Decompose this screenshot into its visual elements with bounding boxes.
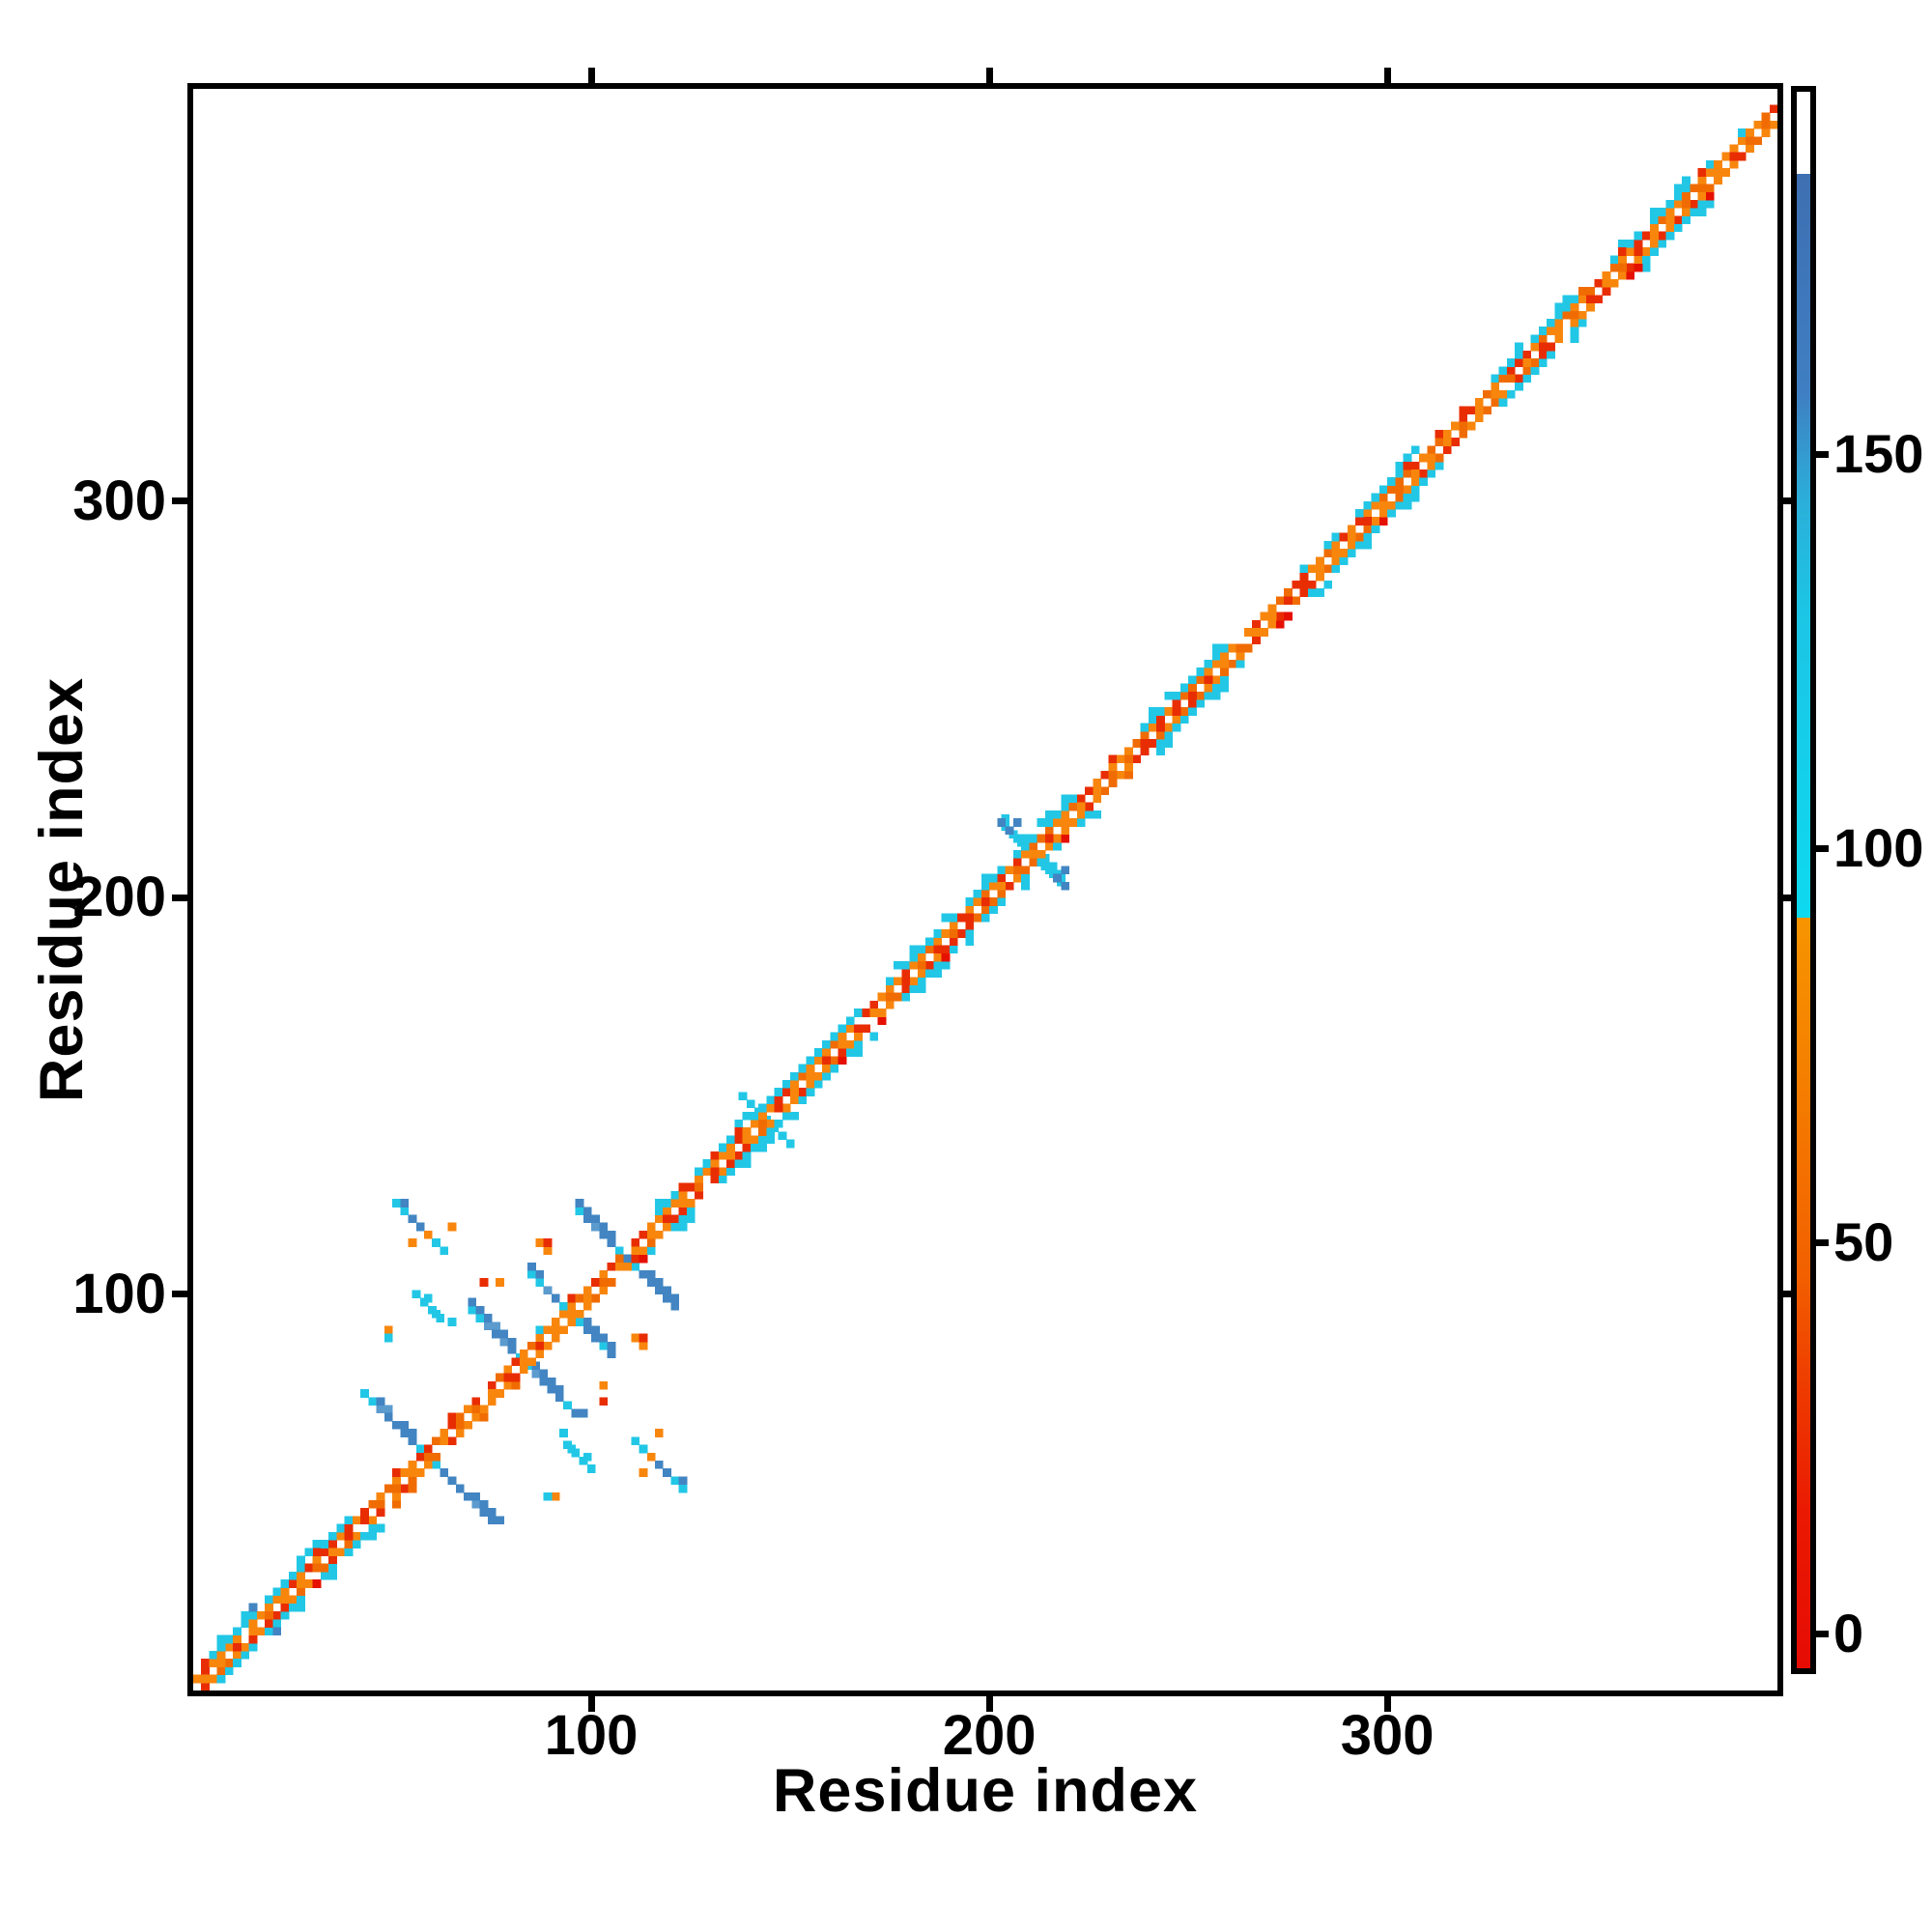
x-axis-tick-top — [587, 68, 595, 83]
y-tick-label: 200 — [72, 866, 166, 929]
x-tick-label: 300 — [1340, 1704, 1435, 1767]
y-axis-tick-right — [1783, 497, 1797, 505]
plot-area — [187, 83, 1783, 1696]
x-axis-title: Residue index — [772, 1757, 1199, 1825]
x-tick-label: 200 — [942, 1704, 1037, 1767]
x-axis-tick-bottom — [985, 1696, 993, 1712]
x-axis-tick-top — [985, 68, 993, 83]
y-axis-tick-right — [1783, 1291, 1797, 1298]
y-axis-title: Residue index — [28, 676, 96, 1103]
colorbar-gradient — [1797, 92, 1810, 1668]
colorbar-tick-label: 0 — [1833, 1603, 1864, 1664]
x-axis-tick-bottom — [587, 1696, 595, 1712]
colorbar — [1791, 86, 1816, 1674]
y-axis-tick-left — [172, 1291, 187, 1298]
colorbar-tick — [1816, 1630, 1829, 1637]
colorbar-tick — [1816, 1238, 1829, 1246]
y-axis-tick-right — [1783, 894, 1797, 901]
colorbar-tick — [1816, 844, 1829, 852]
x-tick-label: 100 — [544, 1704, 639, 1767]
y-tick-label: 300 — [72, 469, 166, 532]
x-axis-tick-top — [1383, 68, 1391, 83]
colorbar-tick-label: 100 — [1833, 817, 1924, 879]
y-axis-tick-left — [172, 497, 187, 505]
colorbar-tick-label: 50 — [1833, 1211, 1894, 1273]
y-tick-label: 100 — [72, 1262, 166, 1325]
contact-map-heatmap — [193, 104, 1777, 1690]
y-axis-tick-left — [172, 894, 187, 901]
colorbar-tick-label: 150 — [1833, 423, 1924, 485]
colorbar-tick — [1816, 450, 1829, 458]
x-axis-tick-bottom — [1383, 1696, 1391, 1712]
